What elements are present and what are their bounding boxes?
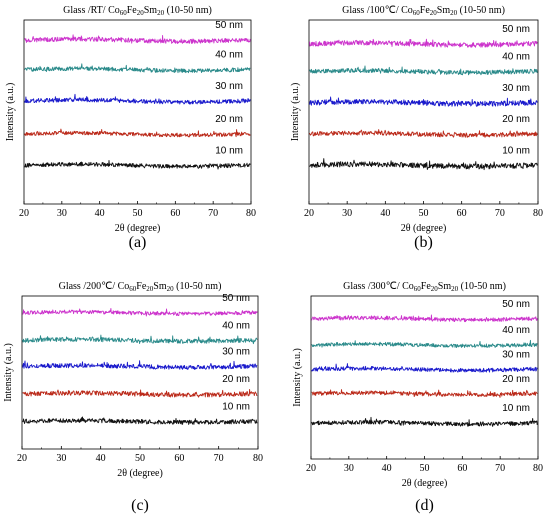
y-axis-label: Intensity (a.u.) — [5, 83, 16, 142]
series-label: 30 nm — [222, 346, 250, 357]
series-label: 20 nm — [222, 374, 250, 385]
series-label: 30 nm — [502, 83, 530, 94]
chart-panel: Glass /200℃/ Co60Fe20Sm20 (10-50 nm) 20 30… — [3, 281, 263, 514]
series-line — [311, 389, 538, 398]
x-tick-label: 40 — [95, 208, 105, 219]
x-tick-label: 30 — [56, 453, 66, 464]
series-line — [22, 308, 258, 317]
series-label: 20 nm — [502, 114, 530, 125]
x-tick-label: 80 — [533, 208, 543, 219]
x-tick-label: 20 — [19, 208, 29, 219]
chart-title: Glass /RT/ Co60Fe20Sm20 (10-50 nm) — [63, 5, 212, 17]
x-tick-label: 40 — [382, 463, 392, 474]
series-label: 20 nm — [502, 374, 530, 385]
x-tick-label: 30 — [342, 208, 352, 219]
series-label: 40 nm — [502, 52, 530, 63]
x-tick-label: 50 — [419, 208, 429, 219]
series-label: 50 nm — [502, 24, 530, 35]
x-tick-label: 60 — [457, 208, 467, 219]
series-label: 50 nm — [222, 293, 250, 304]
series-line — [311, 416, 538, 427]
x-axis-label: 2θ (degree) — [402, 478, 448, 489]
series-label: 50 nm — [215, 20, 243, 31]
series-line — [24, 63, 251, 74]
plot-frame — [21, 295, 259, 450]
series-line — [309, 65, 538, 76]
series-label: 40 nm — [222, 320, 250, 331]
x-tick-label: 70 — [214, 453, 224, 464]
series-label: 10 nm — [222, 401, 250, 412]
chart-panel: Glass /RT/ Co60Fe20Sm20 (10-50 nm) 20 30 40… — [5, 5, 256, 251]
panel-caption: (d) — [415, 497, 434, 514]
x-tick-label: 60 — [457, 463, 467, 474]
x-tick-label: 80 — [533, 463, 543, 474]
series-label: 40 nm — [215, 50, 243, 61]
x-tick-label: 30 — [344, 463, 354, 474]
x-tick-label: 40 — [380, 208, 390, 219]
x-axis-label: 2θ (degree) — [401, 223, 447, 234]
series-line — [22, 389, 258, 398]
plot-frame — [308, 19, 539, 205]
series-label: 20 nm — [215, 114, 243, 125]
series-label: 10 nm — [502, 145, 530, 156]
series-line — [309, 38, 538, 48]
x-tick-label: 40 — [96, 453, 106, 464]
series-line — [311, 363, 538, 373]
series-label: 30 nm — [215, 81, 243, 92]
chart-title: Glass /300℃/ Co60Fe20Sm20 (10-50 nm) — [343, 281, 506, 293]
plot-frame — [23, 19, 252, 205]
panel-caption: (c) — [131, 497, 149, 514]
chart-title: Glass /100℃/ Co60Fe20Sm20 (10-50 nm) — [342, 5, 505, 17]
x-axis-label: 2θ (degree) — [117, 468, 163, 479]
series-line — [22, 360, 258, 370]
x-tick-label: 80 — [253, 453, 263, 464]
series-line — [24, 93, 251, 105]
x-tick-label: 80 — [246, 208, 256, 219]
series-line — [309, 129, 538, 138]
y-axis-label: Intensity (a.u.) — [290, 83, 301, 142]
x-tick-label: 20 — [306, 463, 316, 474]
x-tick-label: 60 — [170, 208, 180, 219]
x-tick-label: 50 — [135, 453, 145, 464]
series-line — [311, 339, 538, 348]
x-tick-label: 50 — [420, 463, 430, 474]
series-line — [24, 34, 251, 44]
x-axis-label: 2θ (degree) — [115, 223, 161, 234]
x-tick-label: 70 — [208, 208, 218, 219]
series-line — [309, 158, 538, 171]
x-tick-label: 20 — [304, 208, 314, 219]
x-tick-label: 70 — [495, 208, 505, 219]
y-axis-label: Intensity (a.u.) — [292, 348, 303, 407]
series-line — [24, 160, 251, 170]
x-tick-label: 50 — [133, 208, 143, 219]
chart-panel: Glass /300℃/ Co60Fe20Sm20 (10-50 nm) 20 30… — [292, 281, 543, 514]
series-line — [309, 96, 538, 107]
x-tick-label: 30 — [57, 208, 67, 219]
series-line — [22, 334, 258, 345]
series-label: 50 nm — [502, 299, 530, 310]
x-tick-label: 20 — [17, 453, 27, 464]
series-line — [22, 416, 258, 425]
y-axis-label: Intensity (a.u.) — [3, 343, 14, 402]
series-line — [24, 128, 251, 138]
panel-caption: (b) — [414, 234, 433, 251]
series-label: 30 nm — [502, 349, 530, 360]
series-label: 10 nm — [502, 403, 530, 414]
x-tick-label: 60 — [174, 453, 184, 464]
chart-panel: Glass /100℃/ Co60Fe20Sm20 (10-50 nm) 20 30… — [290, 5, 543, 251]
chart-title: Glass /200℃/ Co60Fe20Sm20 (10-50 nm) — [59, 281, 222, 293]
series-label: 10 nm — [215, 145, 243, 156]
panel-caption: (a) — [129, 234, 147, 251]
series-line — [311, 314, 538, 323]
x-tick-label: 70 — [495, 463, 505, 474]
series-label: 40 nm — [502, 325, 530, 336]
